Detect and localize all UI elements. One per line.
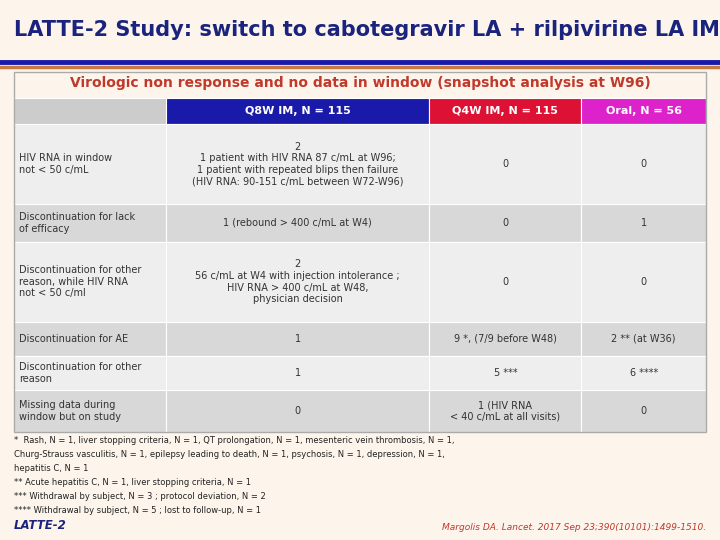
Text: Missing data during
window but on study: Missing data during window but on study — [19, 400, 121, 422]
Text: 0: 0 — [503, 218, 508, 228]
Bar — [166, 98, 429, 124]
Text: 2 ** (at W36): 2 ** (at W36) — [611, 334, 676, 344]
Text: hepatitis C, N = 1: hepatitis C, N = 1 — [14, 464, 89, 473]
Bar — [14, 204, 166, 242]
Bar — [429, 390, 582, 432]
Bar — [429, 98, 582, 124]
Text: Oral, N = 56: Oral, N = 56 — [606, 106, 682, 116]
Bar — [14, 356, 166, 390]
Bar — [429, 356, 582, 390]
Text: 1: 1 — [641, 218, 647, 228]
Text: Discontinuation for other
reason, while HIV RNA
not < 50 c/ml: Discontinuation for other reason, while … — [19, 265, 141, 299]
Bar — [429, 204, 582, 242]
Bar — [582, 322, 706, 356]
Text: LATTE-2: LATTE-2 — [14, 519, 67, 532]
Text: HIV RNA in window
not < 50 c/mL: HIV RNA in window not < 50 c/mL — [19, 153, 112, 175]
Text: 0: 0 — [641, 159, 647, 169]
Text: Discontinuation for lack
of efficacy: Discontinuation for lack of efficacy — [19, 212, 135, 234]
Text: Churg-Strauss vasculitis, N = 1, epilepsy leading to death, N = 1, psychosis, N : Churg-Strauss vasculitis, N = 1, epileps… — [14, 450, 445, 459]
Bar — [582, 356, 706, 390]
Text: 1: 1 — [294, 368, 301, 378]
Text: 0: 0 — [294, 406, 301, 416]
Text: 0: 0 — [641, 406, 647, 416]
Text: Discontinuation for other
reason: Discontinuation for other reason — [19, 362, 141, 384]
Bar — [582, 204, 706, 242]
Bar — [14, 390, 166, 432]
Bar — [429, 322, 582, 356]
Bar — [14, 124, 166, 204]
Text: Discontinuation for AE: Discontinuation for AE — [19, 334, 128, 344]
Text: 5 ***: 5 *** — [493, 368, 517, 378]
Text: 1 (HIV RNA
< 40 c/mL at all visits): 1 (HIV RNA < 40 c/mL at all visits) — [450, 400, 560, 422]
Bar — [166, 124, 429, 204]
Bar — [166, 322, 429, 356]
Text: *  Rash, N = 1, liver stopping criteria, N = 1, QT prolongation, N = 1, mesenter: * Rash, N = 1, liver stopping criteria, … — [14, 436, 454, 445]
Bar — [14, 322, 166, 356]
Text: ** Acute hepatitis C, N = 1, liver stopping criteria, N = 1: ** Acute hepatitis C, N = 1, liver stopp… — [14, 478, 251, 487]
Text: *** Withdrawal by subject, N = 3 ; protocol deviation, N = 2: *** Withdrawal by subject, N = 3 ; proto… — [14, 492, 266, 501]
Bar — [582, 390, 706, 432]
Text: 6 ****: 6 **** — [629, 368, 658, 378]
Bar — [14, 72, 706, 432]
Bar — [582, 124, 706, 204]
Text: 0: 0 — [503, 159, 508, 169]
Bar — [166, 390, 429, 432]
Text: 2
1 patient with HIV RNA 87 c/mL at W96;
1 patient with repeated blips then fail: 2 1 patient with HIV RNA 87 c/mL at W96;… — [192, 141, 403, 186]
Bar — [166, 204, 429, 242]
Bar — [14, 98, 166, 124]
Text: 0: 0 — [641, 277, 647, 287]
Bar — [429, 124, 582, 204]
Text: 9 *, (7/9 before W48): 9 *, (7/9 before W48) — [454, 334, 557, 344]
Text: Q8W IM, N = 115: Q8W IM, N = 115 — [245, 106, 351, 116]
Text: Margolis DA. Lancet. 2017 Sep 23;390(10101):1499-1510.: Margolis DA. Lancet. 2017 Sep 23;390(101… — [442, 523, 706, 532]
Bar — [166, 242, 429, 322]
Text: LATTE-2 Study: switch to cabotegravir LA + rilpivirine LA IM: LATTE-2 Study: switch to cabotegravir LA… — [14, 20, 720, 40]
Text: 1: 1 — [294, 334, 301, 344]
Text: Q4W IM, N = 115: Q4W IM, N = 115 — [452, 106, 558, 116]
Text: 0: 0 — [503, 277, 508, 287]
Bar — [582, 242, 706, 322]
Text: **** Withdrawal by subject, N = 5 ; lost to follow-up, N = 1: **** Withdrawal by subject, N = 5 ; lost… — [14, 506, 261, 515]
Bar — [14, 242, 166, 322]
Text: 2
56 c/mL at W4 with injection intolerance ;
HIV RNA > 400 c/mL at W48,
physicia: 2 56 c/mL at W4 with injection intoleran… — [195, 259, 400, 304]
Text: 1 (rebound > 400 c/mL at W4): 1 (rebound > 400 c/mL at W4) — [223, 218, 372, 228]
Bar — [166, 356, 429, 390]
Bar — [582, 98, 706, 124]
Text: Virologic non response and no data in window (snapshot analysis at W96): Virologic non response and no data in wi… — [70, 76, 650, 90]
Bar — [429, 242, 582, 322]
